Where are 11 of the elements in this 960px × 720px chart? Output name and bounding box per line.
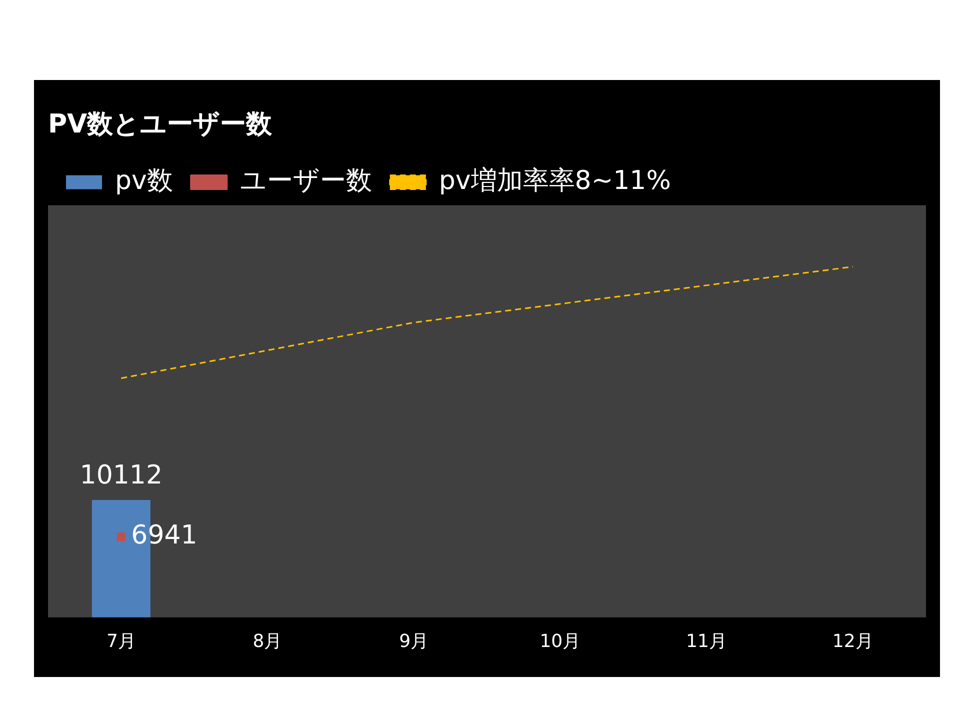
- data-label: 10112: [80, 460, 163, 491]
- x-tick-label: 7月: [106, 630, 136, 652]
- x-tick-label: 10月: [540, 630, 581, 652]
- legend-label: pv数: [115, 166, 173, 196]
- x-tick-label: 8月: [252, 630, 282, 652]
- legend-label: pv増加率率8~11%: [438, 166, 671, 196]
- chart-title: PV数とユーザー数: [48, 109, 274, 140]
- x-tick-label: 9月: [399, 630, 429, 652]
- legend-label: ユーザー数: [240, 166, 372, 196]
- x-tick-label: 11月: [686, 630, 727, 652]
- x-tick-label: 12月: [832, 630, 874, 652]
